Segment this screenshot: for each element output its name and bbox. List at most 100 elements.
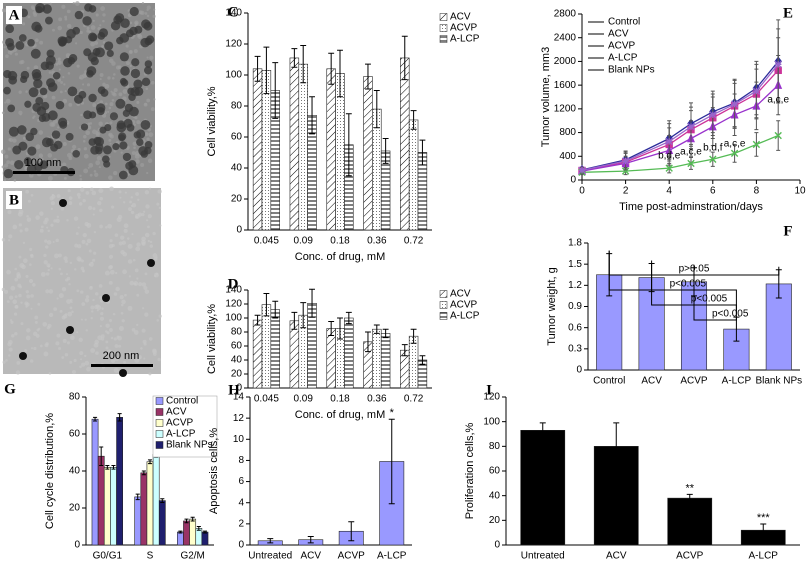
texture: [155, 272, 159, 276]
texture: [101, 45, 104, 48]
legend-label: ACVP: [450, 23, 478, 34]
texture: [2, 360, 6, 364]
texture: [134, 116, 138, 120]
texture: [43, 351, 49, 357]
texture: [13, 178, 17, 182]
line: [581, 84, 779, 172]
texture: [104, 83, 110, 89]
error-bar: [291, 311, 298, 330]
particle: [78, 90, 87, 99]
legend-swatch: [155, 441, 164, 449]
x-tick-label: 0.045: [254, 236, 279, 247]
texture: [58, 346, 62, 350]
bar: [372, 328, 382, 389]
texture: [95, 131, 101, 137]
y-tick-label: 20: [489, 515, 501, 526]
texture: [61, 356, 65, 359]
texture: [116, 217, 122, 223]
error-bar: [141, 470, 146, 476]
texture: [108, 328, 113, 332]
particle: [28, 87, 39, 98]
texture: [64, 90, 67, 93]
error-bar: [300, 302, 307, 329]
panel-label: C: [228, 4, 239, 20]
texture: [128, 275, 132, 278]
texture: [122, 269, 127, 275]
texture: [127, 243, 133, 249]
point: [774, 60, 782, 69]
texture: [48, 372, 52, 375]
error-bar: [345, 311, 352, 325]
y-tick-label: 0: [74, 540, 80, 551]
texture: [33, 65, 39, 70]
texture: [117, 65, 122, 70]
particle: [144, 146, 152, 155]
texture: [144, 232, 150, 238]
y-tick-label: 80: [231, 327, 243, 338]
texture: [148, 337, 153, 341]
texture: [92, 207, 96, 211]
x-tick-label: ACVP: [680, 376, 708, 387]
texture: [80, 318, 83, 321]
legend-swatch: [439, 24, 448, 32]
particle: [32, 72, 42, 82]
texture: [19, 229, 23, 233]
y-tick-label: 1.8: [568, 238, 582, 249]
bar: [261, 70, 272, 231]
bar: [189, 518, 197, 546]
particle: [47, 110, 58, 121]
texture: [90, 305, 95, 310]
texture: [30, 307, 33, 310]
y-tick-label: 0: [236, 383, 242, 394]
texture: [149, 240, 153, 244]
y-tick-label: 1200: [554, 103, 577, 114]
y-tick-label: 60: [69, 429, 81, 440]
texture: [133, 49, 138, 54]
y-tick-label: 140: [225, 285, 242, 296]
texture: [77, 244, 82, 249]
bar: [140, 472, 148, 546]
texture: [148, 187, 152, 190]
bar: [103, 466, 111, 546]
texture: [76, 192, 81, 197]
error-bar: [382, 138, 389, 164]
bar: [252, 68, 263, 231]
annotation: a,c,e: [724, 139, 746, 150]
texture: [6, 160, 11, 165]
x-axis-label: Time post-adminstration/days: [619, 201, 763, 213]
texture: [12, 224, 18, 230]
error-bar: [309, 288, 315, 318]
texture: [64, 352, 69, 357]
texture: [61, 4, 66, 9]
texture: [88, 249, 92, 253]
texture: [92, 103, 97, 108]
texture: [120, 151, 123, 154]
texture: [118, 344, 122, 348]
legend-box: [152, 395, 218, 458]
panel-label: F: [783, 223, 792, 239]
particle: [67, 86, 78, 97]
texture: [62, 76, 65, 79]
texture: [26, 217, 32, 222]
texture: [0, 149, 6, 155]
texture: [75, 42, 78, 45]
texture: [104, 102, 108, 106]
texture: [137, 33, 141, 38]
texture: [100, 6, 106, 11]
texture: [158, 314, 162, 318]
texture: [110, 90, 113, 93]
particle: [89, 33, 98, 42]
texture: [105, 346, 109, 350]
particle: [31, 21, 42, 32]
texture: [106, 349, 112, 355]
texture: [146, 137, 150, 141]
texture: [113, 73, 116, 76]
texture: [65, 278, 69, 282]
texture: [46, 240, 52, 245]
texture: [56, 333, 61, 338]
error-bar: [92, 416, 98, 422]
texture: [123, 228, 128, 233]
texture: [66, 299, 72, 305]
texture: [47, 268, 50, 272]
x-tick-label: A-LCP: [377, 551, 407, 562]
